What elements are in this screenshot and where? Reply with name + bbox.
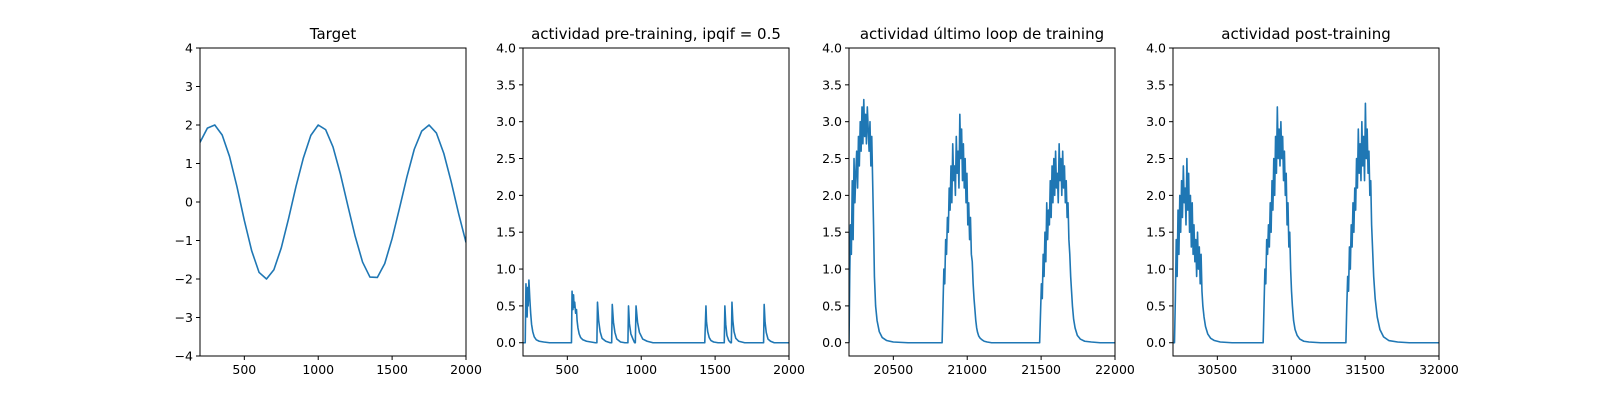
y-tick-label: 3.5 bbox=[1146, 77, 1166, 92]
x-tick-label: 30500 bbox=[1197, 362, 1237, 377]
y-tick-label: 1.0 bbox=[1146, 262, 1166, 277]
y-tick-label: −3 bbox=[175, 310, 193, 325]
subplot-1: Target 500 1000 1500 2000 −4 −3 −2 −1 0 1 2 3 4 bbox=[175, 25, 482, 377]
y-tick-label: −4 bbox=[175, 349, 193, 364]
y-tick-label: 4.0 bbox=[496, 41, 516, 56]
y-tick-label: 0.0 bbox=[1146, 335, 1166, 350]
axes-frame bbox=[848, 47, 1116, 357]
y-tick-label: 0 bbox=[185, 195, 193, 210]
chart-title: actividad último loop de training bbox=[860, 25, 1104, 43]
chart-title: Target bbox=[309, 25, 357, 43]
y-tick-label: 3.0 bbox=[496, 114, 516, 129]
y-tick-label: 1.5 bbox=[496, 225, 516, 240]
series-line-1-1 bbox=[200, 124, 466, 280]
y-tick-label: 0.0 bbox=[496, 335, 516, 350]
x-tick-label: 31000 bbox=[1271, 362, 1311, 377]
y-tick-label: 2.0 bbox=[496, 188, 516, 203]
series-line-2-1 bbox=[523, 279, 789, 344]
y-tick-label: 1.0 bbox=[496, 262, 516, 277]
subplot-2: actividad pre-training, ipqif = 0.5 500 10… bbox=[496, 25, 805, 377]
x-tick-label: 1000 bbox=[302, 362, 334, 377]
y-tick-label: 4 bbox=[185, 41, 193, 56]
subplots-container: Target 500 1000 1500 2000 −4 −3 −2 −1 0 1 2 3 4 activi… bbox=[175, 25, 1459, 377]
axes-frame bbox=[1172, 47, 1440, 357]
x-tick-label: 21500 bbox=[1021, 362, 1061, 377]
series-line-4-1 bbox=[1173, 102, 1439, 344]
x-tick-label: 22000 bbox=[1095, 362, 1135, 377]
y-tick-label: 3.5 bbox=[496, 77, 516, 92]
x-tick-label: 500 bbox=[555, 362, 579, 377]
y-tick-label: −1 bbox=[175, 233, 193, 248]
x-tick-label: 31500 bbox=[1345, 362, 1385, 377]
y-tick-label: 1.5 bbox=[822, 225, 842, 240]
x-tick-label: 1500 bbox=[376, 362, 408, 377]
subplot-3: actividad último loop de training 20500 21… bbox=[822, 25, 1135, 377]
series-line-3-1 bbox=[849, 98, 1115, 344]
y-tick-label: 1.5 bbox=[1146, 225, 1166, 240]
y-tick-label: 3.5 bbox=[822, 77, 842, 92]
y-tick-label: 2.0 bbox=[1146, 188, 1166, 203]
y-tick-label: 2.5 bbox=[496, 151, 516, 166]
chart-title: actividad pre-training, ipqif = 0.5 bbox=[531, 25, 781, 43]
x-tick-label: 20500 bbox=[873, 362, 913, 377]
x-tick-label: 2000 bbox=[773, 362, 805, 377]
y-tick-label: −2 bbox=[175, 272, 193, 287]
y-tick-label: 2 bbox=[185, 118, 193, 133]
x-tick-label: 2000 bbox=[450, 362, 482, 377]
y-tick-label: 4.0 bbox=[1146, 41, 1166, 56]
y-tick-label: 0.5 bbox=[496, 298, 516, 313]
y-tick-label: 3.0 bbox=[1146, 114, 1166, 129]
y-tick-label: 1 bbox=[185, 156, 193, 171]
y-tick-label: 2.5 bbox=[1146, 151, 1166, 166]
subplot-4: actividad post-training 30500 31000 31500 32… bbox=[1146, 25, 1459, 377]
chart-title: actividad post-training bbox=[1221, 25, 1390, 43]
x-tick-label: 1000 bbox=[625, 362, 657, 377]
y-tick-label: 1.0 bbox=[822, 262, 842, 277]
x-tick-label: 21000 bbox=[947, 362, 987, 377]
y-tick-label: 2.0 bbox=[822, 188, 842, 203]
y-tick-label: 4.0 bbox=[822, 41, 842, 56]
y-tick-label: 3.0 bbox=[822, 114, 842, 129]
y-tick-label: 2.5 bbox=[822, 151, 842, 166]
y-tick-label: 3 bbox=[185, 79, 193, 94]
y-tick-label: 0.5 bbox=[822, 298, 842, 313]
y-tick-label: 0.0 bbox=[822, 335, 842, 350]
x-tick-label: 32000 bbox=[1419, 362, 1459, 377]
axes-frame bbox=[522, 47, 790, 357]
x-tick-label: 500 bbox=[232, 362, 256, 377]
x-tick-label: 1500 bbox=[699, 362, 731, 377]
y-tick-label: 0.5 bbox=[1146, 298, 1166, 313]
